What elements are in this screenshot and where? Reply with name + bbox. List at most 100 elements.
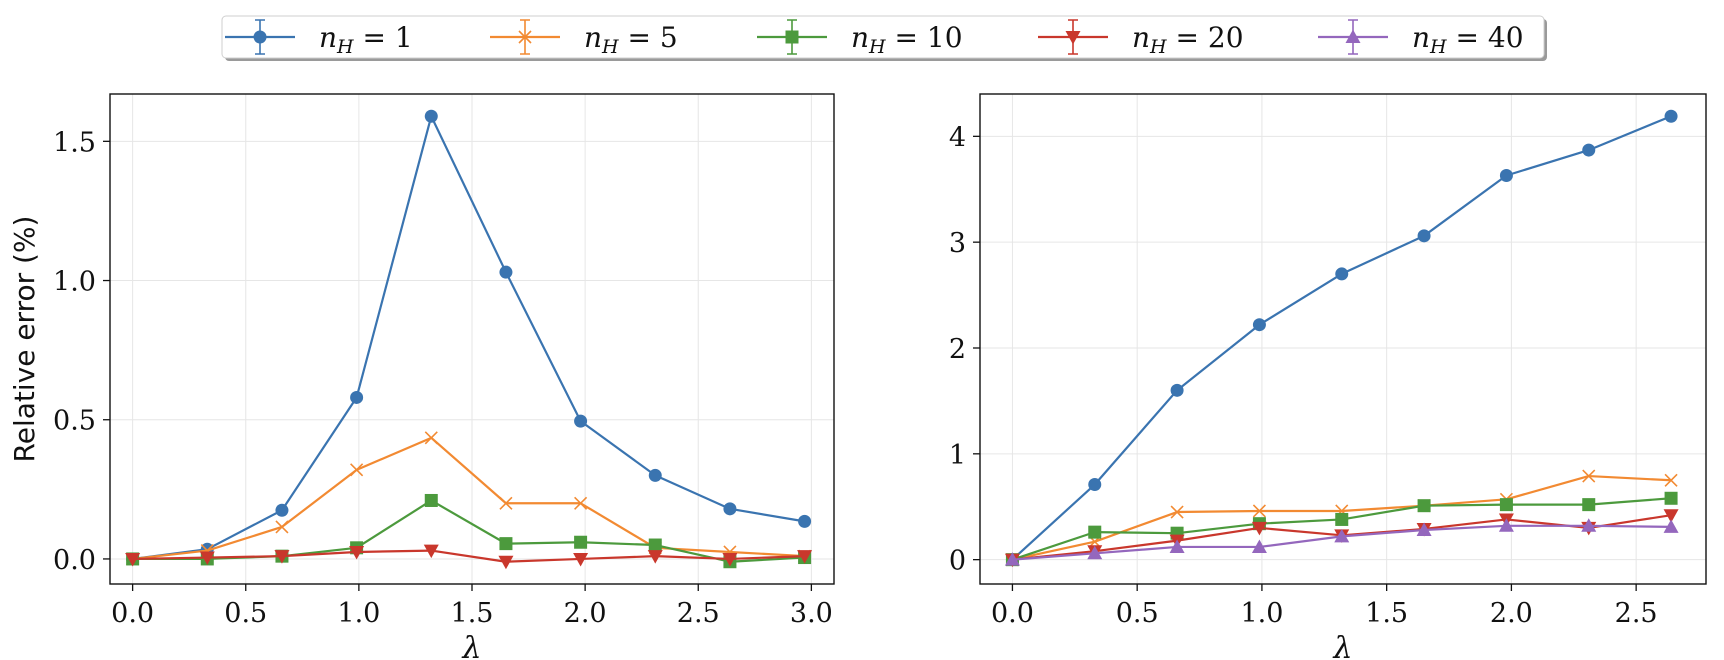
x-marker-icon [518,30,532,44]
data-point [125,552,141,567]
data-point [574,414,588,428]
data-point [1582,498,1596,512]
x-tick-label: 0.0 [111,598,154,629]
data-point [1582,469,1596,483]
x-axis-label: λ [1332,631,1352,660]
data-point [1335,512,1349,526]
data-point [424,109,438,123]
legend-label: nH = 5 [584,21,678,58]
legend-entry-n-h-5: nH = 5 [490,19,678,58]
series-line [132,436,805,561]
grid [110,94,834,584]
x-tick-label: 1.0 [1240,598,1283,629]
series-n-h-40 [1004,518,1679,566]
left-chart-panel: 0.0 0.5 1.0 1.5 2.0 2.5 3.00.00.51.01.5λRelati… [8,93,835,660]
data-point [1417,229,1431,243]
data-point [723,502,737,516]
square-marker-icon [785,30,799,44]
legend-label: nH = 20 [1132,21,1244,58]
x-tick-label: 0.0 [991,598,1034,629]
data-point [274,550,290,564]
y-tick-label: 1.0 [53,267,96,298]
data-point [199,551,215,566]
data-point [1498,518,1514,532]
y-tick-label: 3 [949,228,966,259]
y-tick-label: 2 [949,334,966,365]
data-point [350,463,364,477]
data-point [1088,525,1102,539]
right-chart-panel: 0.0 0.5 1.0 1.5 2.0 2.5 0 1 2 3 4 λ [949,93,1707,660]
series-n-h-1 [1005,109,1678,567]
data-point [573,552,589,567]
series-line [132,115,805,561]
data-point [1251,521,1267,536]
data-point [1581,518,1597,532]
legend-box [221,15,1545,59]
x-tick-label: 1.0 [337,598,380,629]
data-point [1251,539,1267,553]
data-point [1334,528,1350,543]
data-point [1170,383,1184,397]
x-tick-label: 3.0 [790,598,833,629]
data-point [1664,109,1678,123]
data-point [574,535,588,549]
data-point [1335,267,1349,281]
legend-entry-n-h-10: nH = 10 [757,19,963,58]
legend-entry-n-h-20: nH = 20 [1038,19,1244,58]
data-point [499,496,513,510]
data-point [797,550,813,564]
x-tick-label: 0.5 [224,598,267,629]
x-tick-label: 1.5 [1365,598,1408,629]
data-point [1664,491,1678,505]
data-point [648,468,662,482]
plot-frame [109,93,835,585]
y-tick-label: 4 [949,122,966,153]
y-tick-label: 0.0 [53,545,96,576]
data-point [1499,498,1513,512]
x-tick-label: 2.5 [1615,598,1658,629]
data-point [1663,519,1679,533]
data-point [498,555,514,570]
data-point [647,550,663,564]
data-point [574,496,588,510]
data-point [1416,522,1432,537]
triangle-down-marker-icon [1065,31,1081,45]
circle-marker-icon [253,30,267,44]
legend: nH = 1 nH = 5 nH = 10 nH = 20 nH = 40 [221,15,1547,61]
data-point [1664,473,1678,487]
data-point [1252,504,1266,518]
data-point [1088,478,1102,492]
y-axis-label: Relative error (%) [8,216,41,463]
data-point [1417,499,1431,513]
x-tick-label: 2.0 [1490,598,1533,629]
data-point [350,390,364,404]
x-tick-label: 1.5 [451,598,494,629]
y-tick-label: 0.5 [53,406,96,437]
legend-label: nH = 40 [1412,21,1524,58]
y-tick-label: 0 [949,546,966,577]
data-point [275,520,289,534]
plot-frame [979,93,1707,585]
triangle-up-marker-icon [1345,29,1361,43]
series-n-h-1 [126,109,812,566]
data-point [1004,552,1020,566]
data-point [275,503,289,517]
series-line [1011,115,1672,561]
series-line [132,499,805,563]
data-point [1087,545,1103,560]
data-point [424,493,438,507]
y-tick-label: 1.5 [53,127,96,158]
data-point [1663,509,1679,523]
data-point [722,552,738,567]
data-point [1170,505,1184,519]
data-point [424,431,438,445]
data-point [423,544,439,559]
data-point [1252,318,1266,332]
x-tick-label: 2.0 [564,598,607,629]
data-point [499,265,513,279]
data-point [499,537,513,551]
legend-entry-n-h-40: nH = 40 [1318,19,1524,58]
x-axis-label: λ [461,631,481,660]
data-point [1582,143,1596,157]
